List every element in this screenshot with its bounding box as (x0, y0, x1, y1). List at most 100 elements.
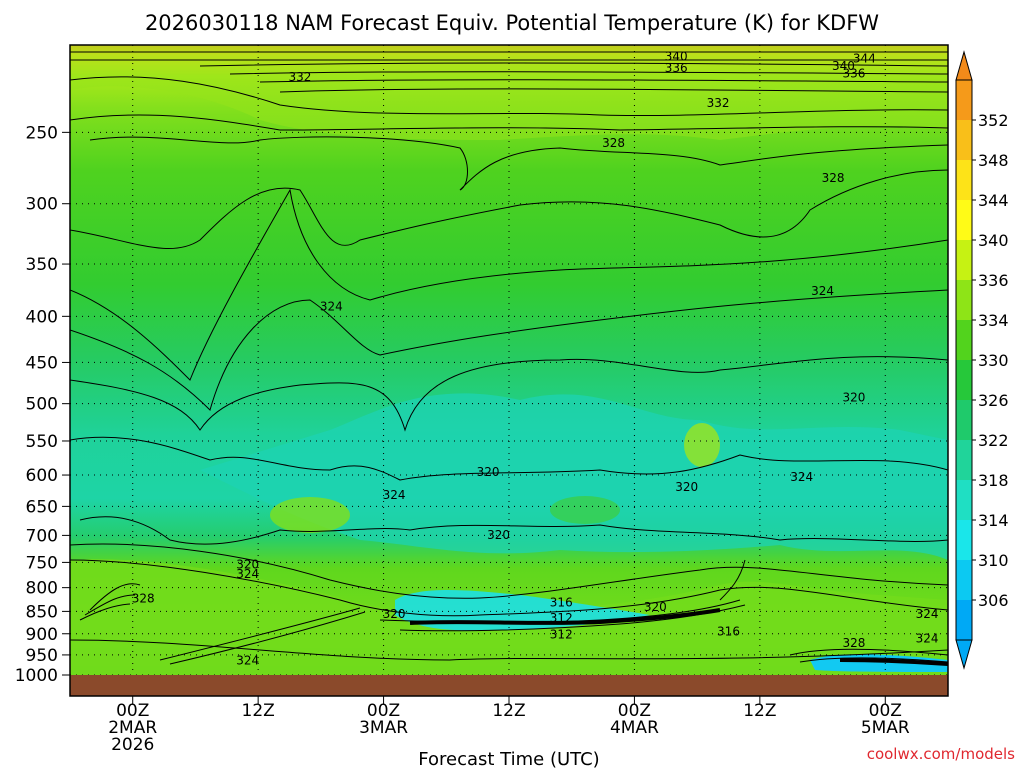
y-tick-label: 350 (26, 255, 58, 275)
colorbar-label: 322 (978, 431, 1009, 450)
contour-value: 328 (822, 171, 845, 185)
contour-label: 312 (550, 628, 573, 642)
x-tick-label: 00Z (367, 701, 400, 721)
colorbar-label: 344 (978, 191, 1009, 210)
contour-label: 324 (790, 470, 813, 484)
x-tick-label: 4MAR (610, 718, 659, 738)
colorbar-swatch (956, 560, 972, 601)
contour-label: 320 (236, 557, 259, 571)
colorbar-label: 306 (978, 591, 1009, 610)
colorbar-swatch (956, 440, 972, 481)
colorbar-swatch (956, 480, 972, 521)
colorbar-label: 348 (978, 151, 1009, 170)
x-tick-label: 2026 (111, 735, 154, 755)
contour-label: 324 (236, 654, 259, 668)
contour-value: 340 (832, 59, 855, 73)
contour-value: 312 (550, 611, 573, 625)
x-tick-label: 5MAR (861, 718, 910, 738)
x-tick-label: 12Z (743, 701, 776, 721)
y-tick-label: 700 (26, 526, 58, 546)
y-tick-label: 1000 (15, 666, 58, 686)
contour-value: 324 (236, 654, 259, 668)
colorbar-swatch (956, 320, 972, 361)
contour-label: 320 (383, 607, 406, 621)
x-tick-label: 12Z (492, 701, 525, 721)
contour-value: 324 (320, 299, 343, 313)
y-tick-label: 800 (26, 579, 58, 599)
dense-contour-band (409, 608, 721, 625)
contour-value: 332 (707, 96, 730, 110)
colorbar-label: 334 (978, 311, 1009, 330)
y-tick-label: 550 (26, 432, 58, 452)
contour-value: 324 (383, 488, 406, 502)
contour-value: 324 (236, 567, 259, 581)
contour-label: 324 (916, 607, 939, 621)
x-tick-label: 00Z (618, 701, 651, 721)
contour-value: 336 (665, 61, 688, 75)
y-tick-label: 400 (26, 307, 58, 327)
contour-value: 332 (288, 70, 311, 84)
contour-label: 324 (811, 284, 834, 298)
contour-label: 324 (916, 632, 939, 646)
contour-label: 320 (675, 480, 698, 494)
contour-label: 340 (832, 59, 855, 73)
y-tick-label: 900 (26, 625, 58, 645)
y-axis: 250 300 350 400 450 500 550 600 650 700 750 800 850 9… (15, 123, 70, 686)
colorbar-label: 352 (978, 111, 1009, 130)
y-tick-label: 250 (26, 123, 58, 143)
contour-label: 328 (822, 171, 845, 185)
warm-blob-2 (684, 423, 720, 467)
contour-value: 320 (842, 390, 865, 404)
contour-value: 312 (550, 628, 573, 642)
colorbar-swatch (956, 600, 972, 641)
contour-value: 320 (236, 557, 259, 571)
contour-value: 324 (916, 632, 939, 646)
y-tick-label: 500 (26, 395, 58, 415)
colorbar-swatch (956, 520, 972, 561)
colorbar-swatch (956, 360, 972, 401)
contour-label: 328 (602, 136, 625, 150)
x-tick-label: 12Z (242, 701, 275, 721)
contour-value: 328 (602, 136, 625, 150)
colorbar-swatch (956, 120, 972, 161)
contour-value: 320 (477, 465, 500, 479)
colorbar-swatch (956, 280, 972, 321)
x-axis-label: Forecast Time (UTC) (418, 749, 599, 768)
warm-bulge-upper (70, 45, 948, 140)
colorbar-label: 314 (978, 511, 1009, 530)
y-tick-label: 600 (26, 466, 58, 486)
x-tick-label: 00Z (869, 701, 902, 721)
contour-value: 316 (717, 625, 740, 639)
gridlines (70, 45, 948, 675)
colorbar-bottom-arrow (955, 639, 973, 670)
contour-label: 340 (665, 50, 688, 64)
colorbar-top-arrow (955, 50, 973, 81)
contour-label: 328 (132, 591, 155, 605)
x-tick-label: 00Z (116, 701, 149, 721)
ground-surface (70, 675, 948, 696)
y-tick-label: 650 (26, 497, 58, 517)
colorbar-label: 336 (978, 271, 1009, 290)
contour-label: 324 (320, 299, 343, 313)
x-tick-label: 3MAR (359, 718, 408, 738)
contour-value: 320 (644, 600, 667, 614)
colorbar-label: 326 (978, 391, 1009, 410)
contour-label: 320 (842, 390, 865, 404)
contour-label: 316 (717, 625, 740, 639)
colorbar-swatch (956, 160, 972, 201)
colorbar-label: 318 (978, 471, 1009, 490)
contour-value: 336 (842, 66, 865, 80)
contour-label: 316 (550, 596, 573, 610)
contour-label: 320 (487, 528, 510, 542)
contour-label: 332 (707, 96, 730, 110)
y-tick-label: 850 (26, 602, 58, 622)
contour-label: 328 (842, 636, 865, 650)
contour-label: 324 (383, 488, 406, 502)
contour-value: 344 (853, 51, 876, 65)
contour-label: 312 (550, 611, 573, 625)
contour-value: 328 (132, 591, 155, 605)
